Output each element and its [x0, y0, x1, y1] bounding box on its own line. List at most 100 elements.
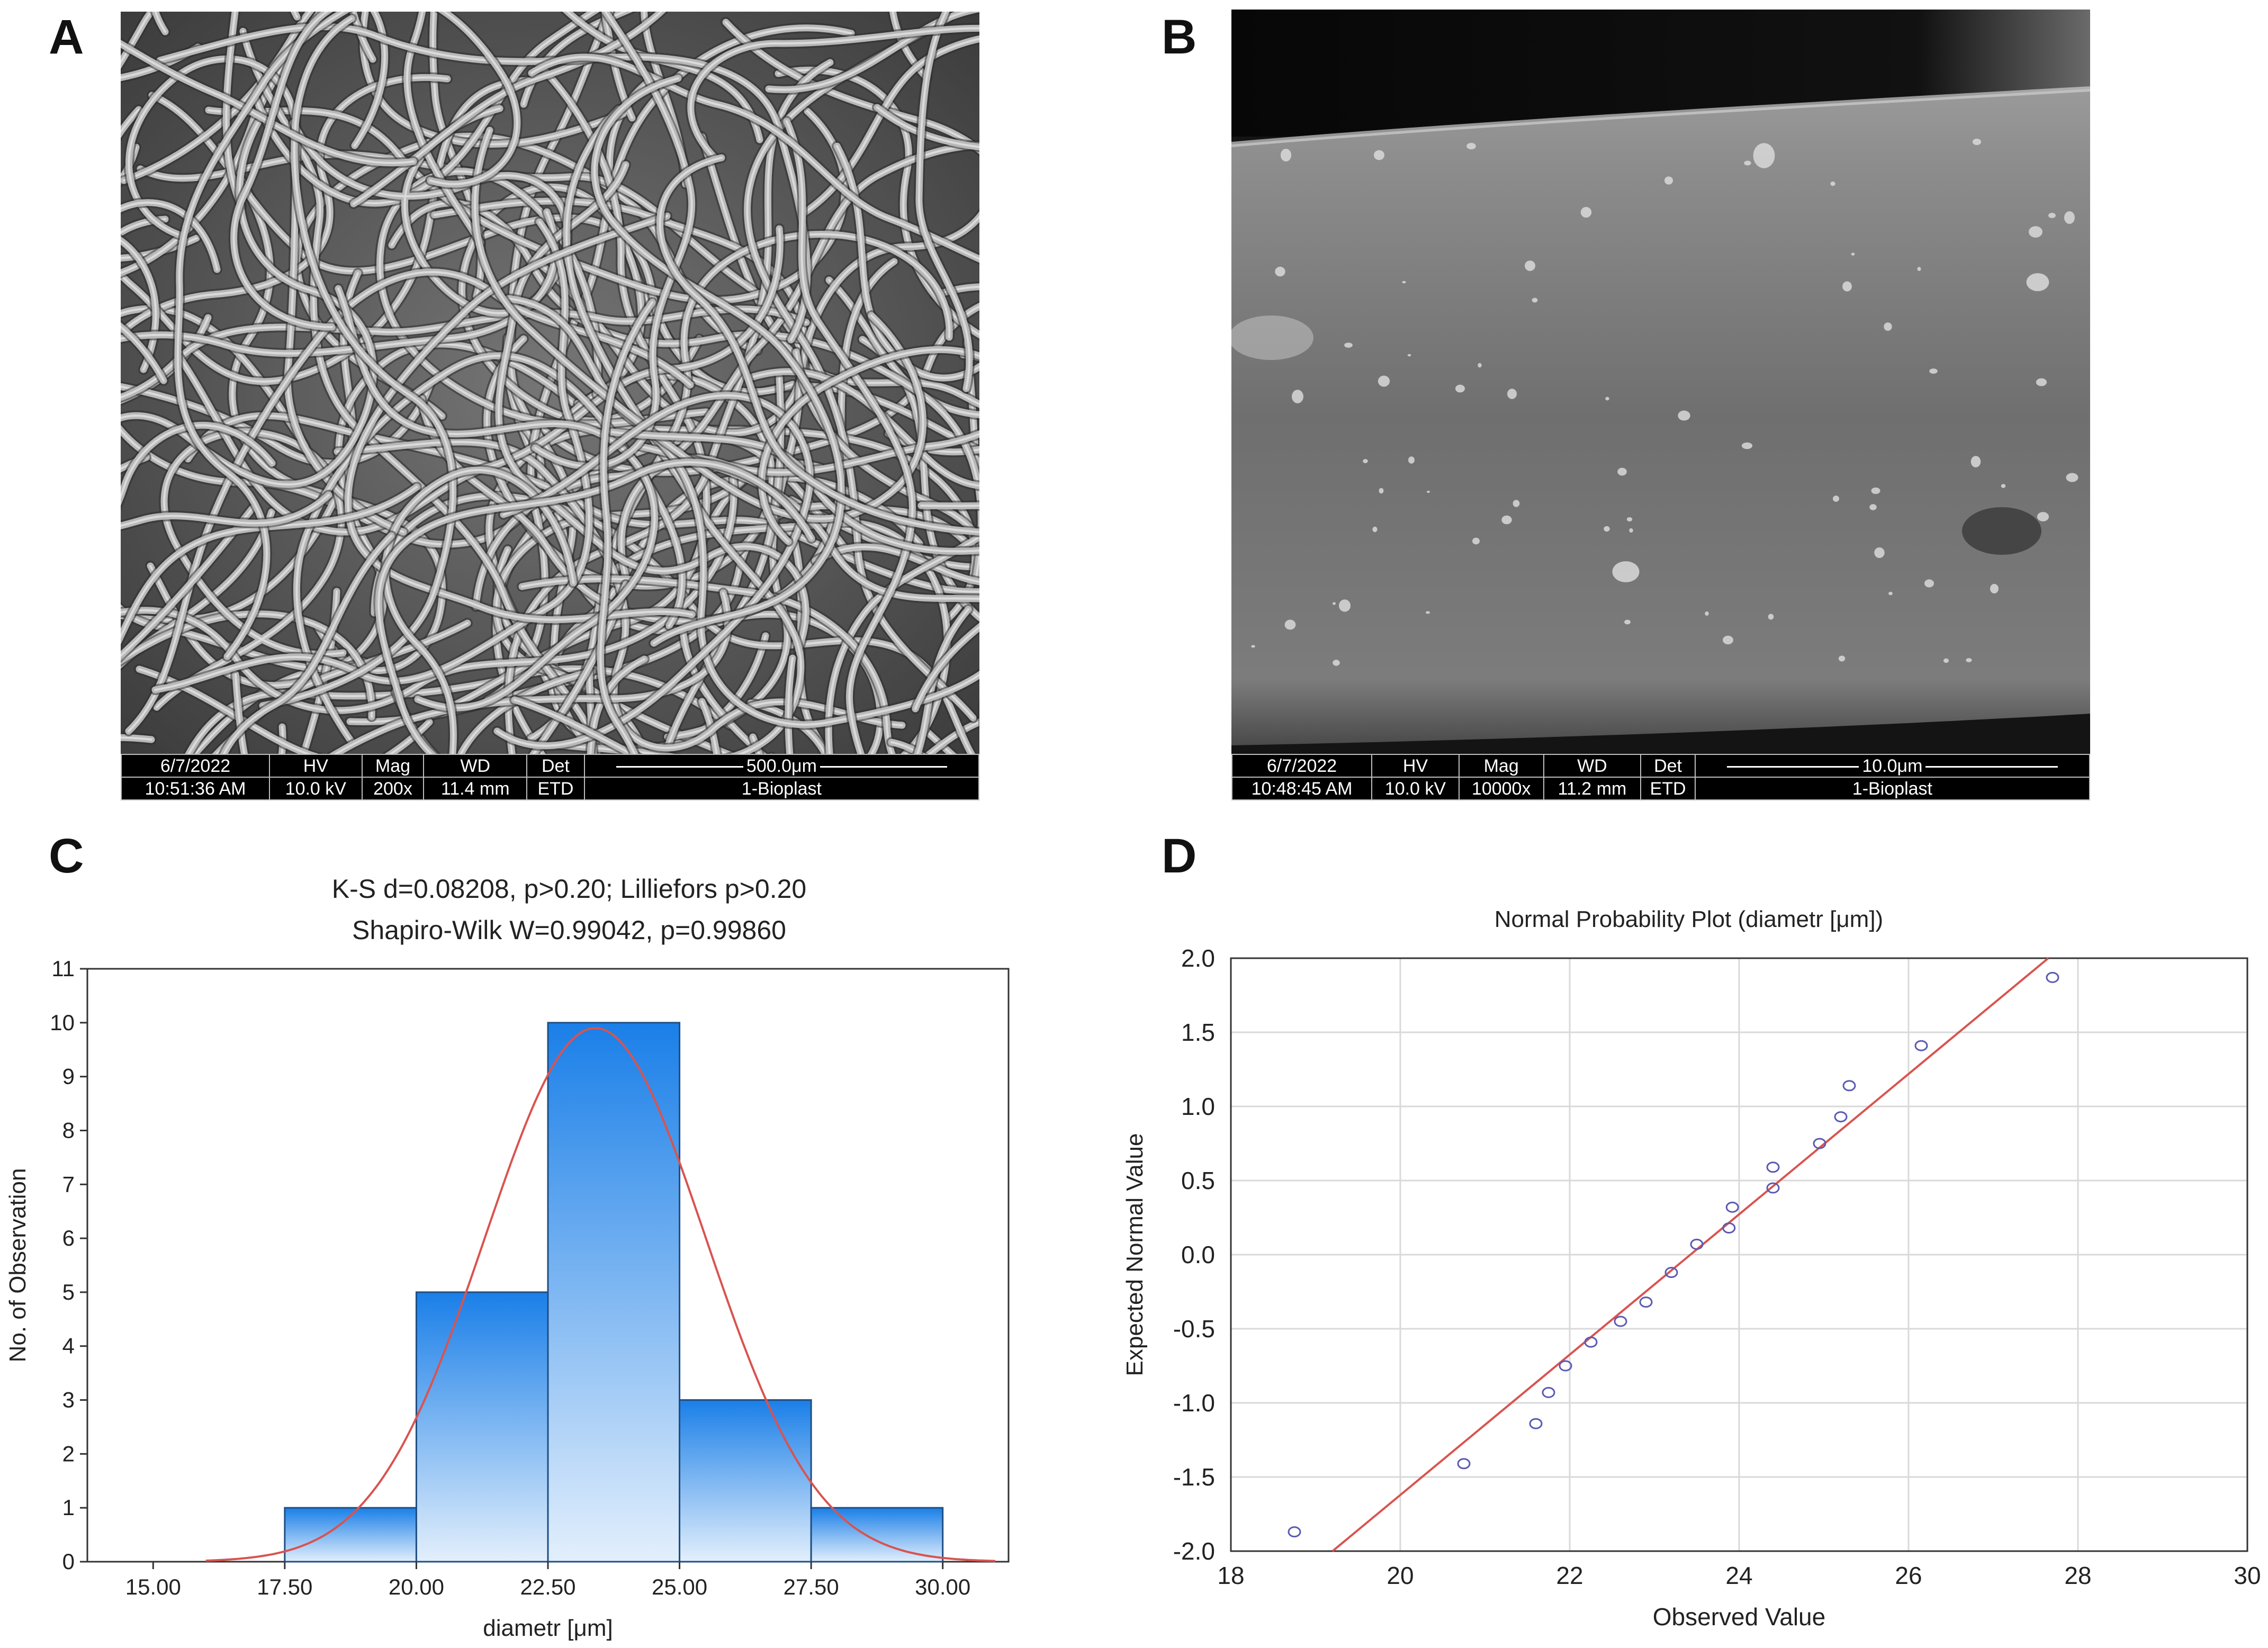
histogram-bar [679, 1399, 812, 1563]
x-axis-label: diametr [μm] [483, 1615, 613, 1641]
x-tick-label: 20 [1387, 1562, 1414, 1589]
x-tick-label: 20.00 [389, 1574, 444, 1599]
y-tick-label: 1 [62, 1495, 75, 1520]
y-tick-label: 2.0 [1181, 944, 1215, 972]
sem-image-single-fiber: 6/7/2022 HV Mag WD Det 10.0μm 10:48:45 A… [1231, 10, 2090, 800]
data-point [1559, 1360, 1572, 1372]
probability-plot-title: Normal Probability Plot (diametr [μm]) [1494, 906, 1884, 932]
x-axis-label: Observed Value [1653, 1603, 1825, 1631]
data-point [1842, 1080, 1856, 1092]
data-point [1288, 1526, 1301, 1538]
plot-frame [1230, 957, 2248, 1552]
fiber-network-photo [121, 12, 979, 754]
y-tick-label: 0.0 [1181, 1241, 1215, 1268]
sem-wd-value: 11.4 mm [423, 777, 528, 800]
histogram-bar [547, 1022, 681, 1563]
x-tick-label: 24 [1725, 1562, 1752, 1589]
x-tick-label: 26 [1895, 1562, 1922, 1589]
sem-hv-label: HV [1371, 754, 1460, 778]
y-tick-label: -0.5 [1173, 1315, 1215, 1343]
sem-wd-value: 11.2 mm [1543, 777, 1642, 800]
sem-det-value: ETD [1640, 777, 1696, 800]
y-tick-label: 6 [62, 1226, 75, 1250]
sem-wd-label: WD [423, 754, 528, 778]
sem-time: 10:48:45 AM [1231, 777, 1373, 800]
y-tick-label: 1.5 [1181, 1019, 1215, 1046]
data-point [1457, 1458, 1471, 1470]
y-tick-label: -1.0 [1173, 1389, 1215, 1417]
y-tick-label: 0 [62, 1549, 75, 1574]
sem-scale-bar: 500.0μm [583, 754, 979, 778]
x-tick-label: 18 [1217, 1562, 1244, 1589]
sem-scale-bar: 10.0μm [1694, 754, 2090, 778]
sem-det-label: Det [1640, 754, 1696, 778]
data-point [1725, 1201, 1739, 1213]
y-tick-label: -2.0 [1173, 1537, 1215, 1565]
data-point [1690, 1238, 1704, 1250]
panel-letter-b: B [1162, 10, 1197, 64]
panel-letter-c: C [49, 829, 84, 883]
data-point [1766, 1182, 1780, 1194]
x-tick-label: 30 [2234, 1562, 2261, 1589]
normal-fit-curve [205, 1027, 996, 1562]
data-point [1834, 1111, 1848, 1123]
sem-hv-value: 10.0 kV [1371, 777, 1460, 800]
y-axis-label: No. of Observation [5, 1168, 31, 1363]
y-axis-label: Expected Normal Value [1122, 1133, 1148, 1376]
panel-letter-a: A [49, 10, 84, 64]
histogram-title: K-S d=0.08208, p>0.20; Lilliefors p>0.20… [106, 868, 1032, 951]
sem-mag-label: Mag [361, 754, 425, 778]
data-point [1722, 1222, 1736, 1234]
y-tick-label: 5 [62, 1280, 75, 1304]
data-point [1542, 1386, 1555, 1398]
data-point [1584, 1336, 1598, 1348]
x-tick-label: 15.00 [125, 1574, 181, 1599]
sem-scale-text: 10.0μm [1859, 755, 1926, 776]
y-tick-label: 7 [62, 1172, 75, 1196]
panel-letter-d: D [1162, 829, 1197, 883]
data-point [1766, 1161, 1780, 1173]
data-point [1529, 1418, 1543, 1429]
x-tick-label: 28 [2064, 1562, 2091, 1589]
sem-mag-value: 10000x [1458, 777, 1544, 800]
sem-det-value: ETD [526, 777, 585, 800]
histogram-stats-sw: Shapiro-Wilk W=0.99042, p=0.99860 [352, 915, 786, 945]
data-point [1664, 1267, 1678, 1278]
sem-time: 10:51:36 AM [121, 777, 270, 800]
data-point [1639, 1296, 1653, 1308]
x-tick-label: 25.00 [652, 1574, 707, 1599]
y-tick-label: 0.5 [1181, 1167, 1215, 1194]
sem-sample-name: 1-Bioplast [583, 777, 979, 800]
x-tick-label: 30.00 [915, 1574, 970, 1599]
y-tick-label: 1.0 [1181, 1093, 1215, 1120]
x-tick-label: 22 [1556, 1562, 1583, 1589]
y-tick-label: 8 [62, 1118, 75, 1142]
single-fiber-photo [1231, 10, 2090, 754]
x-tick-label: 17.50 [257, 1574, 312, 1599]
y-tick-label: 11 [51, 956, 75, 981]
sem-wd-label: WD [1543, 754, 1642, 778]
histogram-stats-ks: K-S d=0.08208, p>0.20; Lilliefors p>0.20 [331, 874, 807, 904]
data-point [1813, 1138, 1826, 1149]
sem-det-label: Det [526, 754, 585, 778]
data-point [2046, 971, 2059, 983]
histogram-chart: 0 1 2 3 4 5 6 7 8 9 10 11 15.00 17.50 20.00 22.50 25.00 2… [5, 956, 1010, 1641]
data-point [1914, 1040, 1928, 1051]
x-tick-label: 22.50 [520, 1574, 575, 1599]
sem-info-bar-b: 6/7/2022 HV Mag WD Det 10.0μm 10:48:45 A… [1231, 754, 2090, 800]
normal-probability-plot: 18 20 22 24 26 28 30 2.0 1.5 1.0 0.5 0.0 -0.5 -1.0 -1.… [1122, 944, 2261, 1631]
sem-mag-label: Mag [1458, 754, 1544, 778]
sem-mag-value: 200x [361, 777, 425, 800]
data-point [1614, 1316, 1627, 1327]
histogram-bar [415, 1291, 549, 1563]
sem-info-bar-a: 6/7/2022 HV Mag WD Det 500.0μm 10:51:36 … [121, 754, 979, 800]
y-tick-label: 10 [50, 1010, 75, 1035]
y-tick-label: 9 [62, 1064, 75, 1089]
sem-hv-label: HV [269, 754, 363, 778]
y-tick-label: -1.5 [1173, 1463, 1215, 1491]
y-tick-label: 4 [62, 1334, 75, 1358]
x-tick-label: 27.50 [784, 1574, 839, 1599]
histogram-bar [810, 1507, 944, 1563]
y-tick-label: 3 [62, 1388, 75, 1412]
sem-date: 6/7/2022 [121, 754, 270, 778]
